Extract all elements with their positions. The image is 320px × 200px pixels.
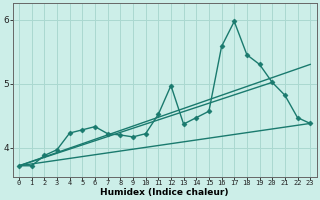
- X-axis label: Humidex (Indice chaleur): Humidex (Indice chaleur): [100, 188, 229, 197]
